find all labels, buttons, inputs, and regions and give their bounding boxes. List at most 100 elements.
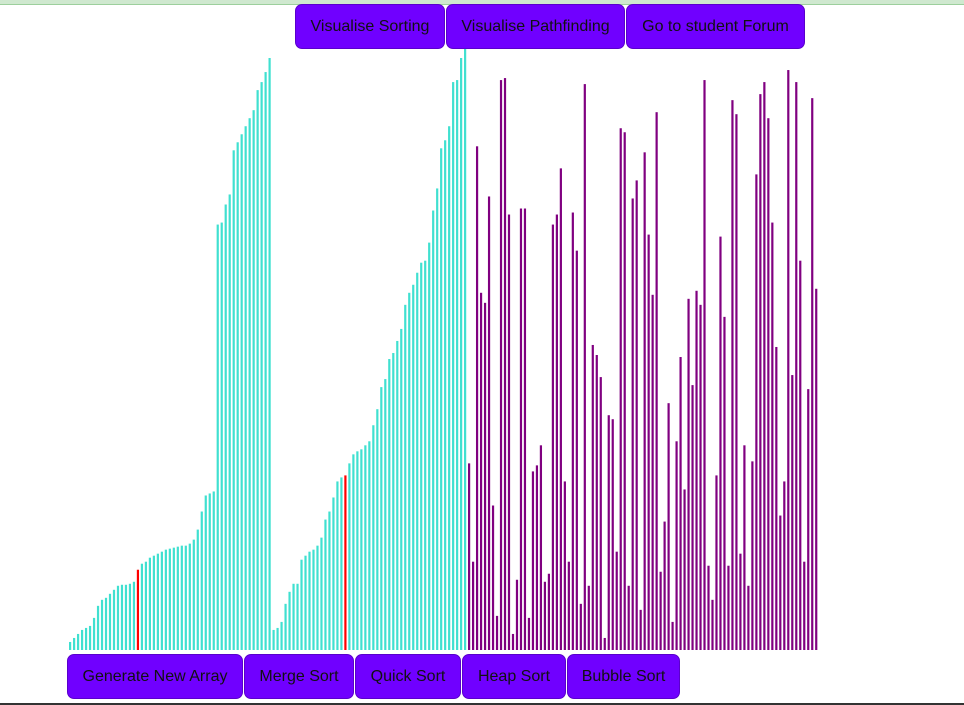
array-bar xyxy=(531,471,535,650)
array-bar xyxy=(499,80,503,650)
array-bar xyxy=(152,555,155,650)
array-bar xyxy=(156,553,159,650)
array-bar xyxy=(236,142,239,650)
array-bar xyxy=(292,583,295,650)
array-bar xyxy=(260,82,263,650)
array-bar xyxy=(491,505,495,650)
array-bar xyxy=(272,629,275,650)
array-bar xyxy=(635,180,638,650)
array-bar xyxy=(615,551,618,650)
array-bar xyxy=(408,292,411,650)
array-bar xyxy=(228,194,231,650)
array-bar xyxy=(424,260,427,650)
array-bar xyxy=(611,419,614,650)
array-bar xyxy=(84,627,88,650)
generate-new-array-button[interactable]: Generate New Array xyxy=(67,654,243,699)
array-bar xyxy=(224,204,227,651)
array-bar xyxy=(136,569,140,650)
array-bar xyxy=(479,292,483,650)
array-bar xyxy=(743,445,746,650)
array-bar xyxy=(276,627,279,650)
array-bar xyxy=(108,593,112,650)
merge-sort-button[interactable]: Merge Sort xyxy=(244,654,354,699)
array-bar xyxy=(188,543,191,650)
array-bar xyxy=(603,637,606,650)
array-bar xyxy=(404,304,407,650)
array-bar xyxy=(767,118,770,650)
array-bar xyxy=(384,379,387,650)
array-bar xyxy=(280,621,283,650)
array-bar xyxy=(619,128,622,651)
array-bar xyxy=(795,82,798,650)
array-bar xyxy=(579,603,582,650)
array-bar xyxy=(755,174,758,650)
quick-sort-button[interactable]: Quick Sort xyxy=(355,654,461,699)
array-bar xyxy=(475,146,479,651)
array-bar xyxy=(212,491,215,650)
array-bar xyxy=(196,529,199,650)
array-bar xyxy=(216,224,219,650)
array-bar xyxy=(440,148,443,650)
array-bar xyxy=(148,557,151,650)
array-bar xyxy=(567,561,570,650)
array-bar xyxy=(559,168,562,650)
array-bar xyxy=(707,565,710,650)
array-bar xyxy=(595,355,598,650)
array-bar xyxy=(699,304,702,650)
array-bar xyxy=(735,114,738,650)
array-bar xyxy=(751,461,754,650)
array-bar xyxy=(304,555,307,650)
array-bar xyxy=(456,80,459,650)
array-bar xyxy=(464,47,467,651)
array-bar xyxy=(799,260,802,650)
array-bar xyxy=(811,98,814,650)
array-bar xyxy=(340,477,343,650)
array-bar xyxy=(96,605,100,650)
array-bar xyxy=(116,585,120,650)
array-bar xyxy=(643,152,646,650)
array-bar xyxy=(671,621,674,650)
visualise-pathfinding-button[interactable]: Visualise Pathfinding xyxy=(446,4,625,49)
array-bar xyxy=(240,134,243,650)
visualise-sorting-button[interactable]: Visualise Sorting xyxy=(295,4,445,49)
array-bar xyxy=(703,80,706,650)
array-bar xyxy=(112,589,116,650)
array-bar xyxy=(268,58,271,650)
array-bar xyxy=(92,617,96,650)
array-bar xyxy=(452,82,455,650)
array-bar xyxy=(296,583,299,650)
array-bar xyxy=(647,234,650,650)
array-bar xyxy=(308,551,311,650)
array-bar xyxy=(332,497,335,650)
array-bar xyxy=(468,463,471,650)
array-bar xyxy=(120,584,124,650)
array-bar xyxy=(739,553,742,650)
array-bar xyxy=(428,242,431,650)
array-bar xyxy=(687,298,690,650)
array-bar xyxy=(731,100,734,650)
array-bar xyxy=(807,389,810,650)
array-bar xyxy=(487,196,491,650)
array-bar xyxy=(535,465,539,650)
array-bar xyxy=(252,110,255,651)
array-bar xyxy=(507,214,511,650)
array-bar xyxy=(783,481,786,650)
array-bar xyxy=(523,208,527,650)
bubble-sort-button[interactable]: Bubble Sort xyxy=(567,654,680,699)
array-bar xyxy=(164,549,167,650)
array-bar xyxy=(368,441,371,650)
array-bar xyxy=(727,565,730,650)
array-bar xyxy=(220,222,223,650)
heap-sort-button[interactable]: Heap Sort xyxy=(462,654,566,699)
array-bar xyxy=(256,90,259,651)
array-bar xyxy=(140,563,144,650)
array-bar xyxy=(128,583,132,650)
array-bar xyxy=(324,519,327,650)
array-bar xyxy=(763,82,766,650)
array-bar xyxy=(448,126,451,651)
array-bar xyxy=(416,272,419,650)
array-bar xyxy=(76,633,80,650)
student-forum-button[interactable]: Go to student Forum xyxy=(626,4,805,49)
array-bar xyxy=(316,545,319,650)
